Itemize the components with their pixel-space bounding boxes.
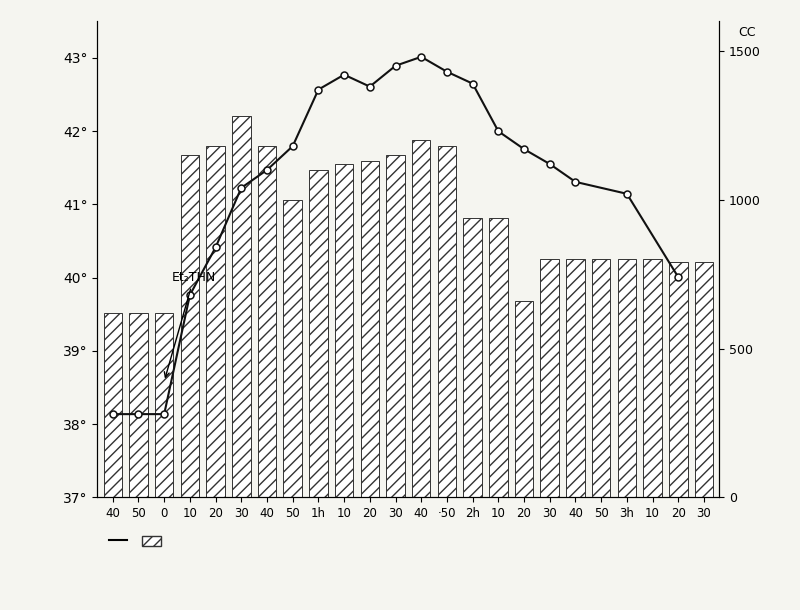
Bar	[514, 301, 534, 498]
Bar	[130, 313, 148, 498]
Bar	[438, 146, 456, 498]
Bar	[181, 155, 199, 498]
Bar	[669, 262, 687, 498]
Bar	[541, 259, 559, 498]
Legend: , : ,	[103, 530, 176, 553]
Bar	[103, 313, 122, 498]
Bar	[463, 218, 482, 498]
Bar	[232, 117, 250, 498]
Bar	[335, 164, 354, 498]
Text: Et₂THN: Et₂THN	[164, 271, 216, 377]
Bar	[155, 313, 174, 498]
Bar	[489, 218, 507, 498]
Bar	[283, 199, 302, 498]
Bar	[206, 146, 225, 498]
Bar	[694, 262, 714, 498]
Bar	[258, 146, 276, 498]
Text: CC: CC	[738, 26, 755, 38]
Bar	[592, 259, 610, 498]
Bar	[386, 155, 405, 498]
Bar	[566, 259, 585, 498]
Bar	[618, 259, 636, 498]
Bar	[361, 161, 379, 498]
Bar	[412, 140, 430, 498]
Bar	[309, 170, 328, 498]
Bar	[643, 259, 662, 498]
